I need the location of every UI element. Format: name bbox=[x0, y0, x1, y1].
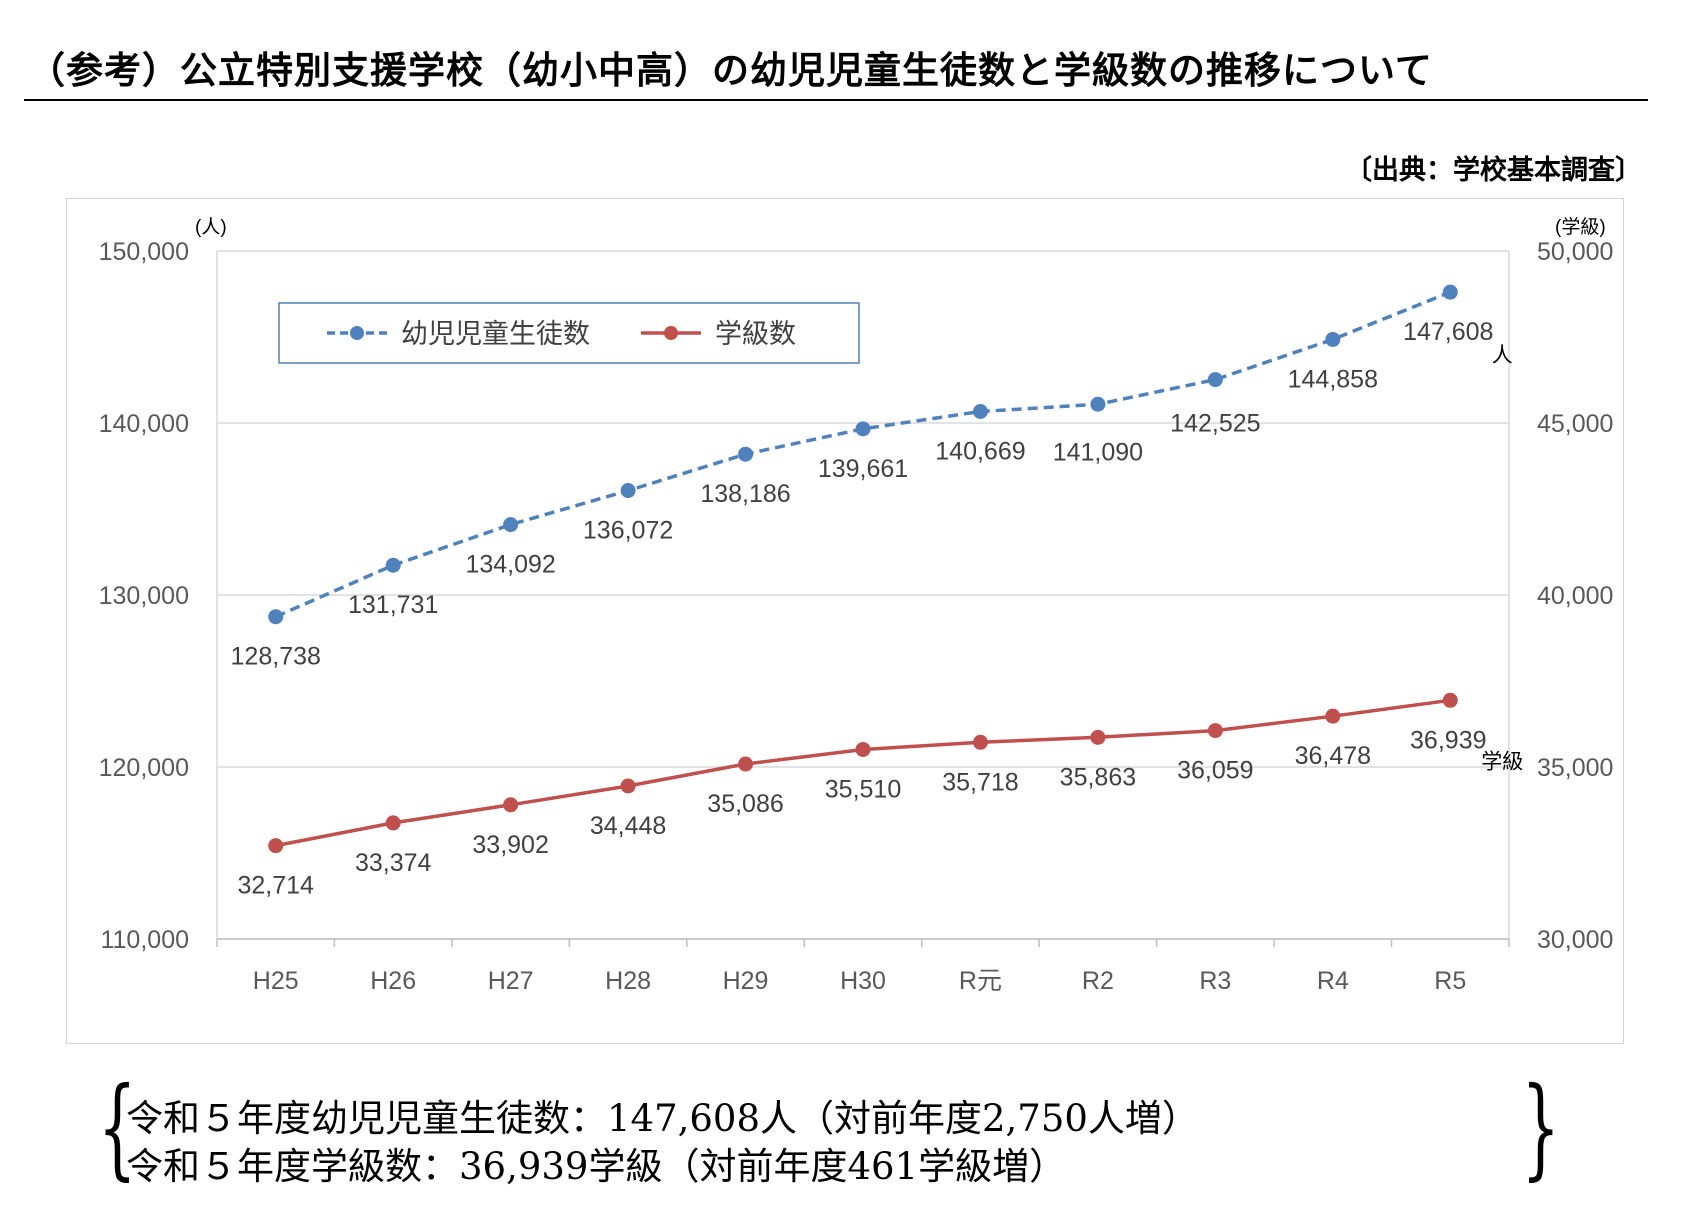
data-label: 34,448 bbox=[590, 812, 666, 840]
x-tick-label: H29 bbox=[723, 967, 769, 995]
data-label: 136,072 bbox=[583, 517, 673, 545]
data-point bbox=[1442, 692, 1458, 708]
summary-students: 令和５年度幼児児童生徒数：147,608人（対前年度2,750人増） bbox=[126, 1097, 1199, 1140]
data-label: 142,525 bbox=[1170, 410, 1260, 438]
data-label: 139,661 bbox=[818, 455, 908, 483]
y-right-tick-label: 35,000 bbox=[1537, 754, 1613, 782]
y-right-unit: (学級) bbox=[1555, 216, 1606, 238]
data-point bbox=[738, 446, 754, 462]
y-left-tick-label: 150,000 bbox=[99, 238, 189, 266]
legend-label: 学級数 bbox=[715, 319, 796, 350]
data-label: 36,478 bbox=[1295, 742, 1371, 770]
data-label: 128,738 bbox=[231, 643, 321, 671]
data-label: 33,374 bbox=[355, 849, 432, 877]
data-point bbox=[972, 734, 988, 750]
legend-box bbox=[278, 302, 860, 364]
x-tick-label: H26 bbox=[370, 967, 416, 995]
x-tick-label: H27 bbox=[488, 967, 534, 995]
right-brace: } bbox=[1521, 1063, 1561, 1191]
source-note: 〔出典：学校基本調査〕 bbox=[1345, 155, 1642, 186]
end-unit-label: 人 bbox=[1492, 344, 1513, 367]
chart-area: 110,000 120,000 130,000 140,000 150,000 30,00… bbox=[66, 198, 1624, 1044]
data-label: 131,731 bbox=[348, 591, 438, 619]
data-label: 35,863 bbox=[1060, 763, 1136, 791]
data-point bbox=[738, 756, 754, 772]
data-point bbox=[1090, 729, 1106, 745]
x-tick-label: H25 bbox=[253, 967, 299, 995]
y-left-tick-label: 110,000 bbox=[100, 926, 189, 954]
y-right-tick-label: 40,000 bbox=[1537, 582, 1613, 610]
x-tick-label: H30 bbox=[840, 967, 886, 995]
legend-label: 幼児児童生徒数 bbox=[401, 319, 590, 350]
data-point bbox=[855, 741, 871, 757]
data-label: 138,186 bbox=[700, 480, 790, 508]
data-point bbox=[268, 609, 284, 625]
data-point bbox=[1090, 396, 1106, 412]
data-label: 36,939 bbox=[1410, 726, 1486, 754]
series-line-2 bbox=[275, 698, 1451, 848]
data-label: 32,714 bbox=[237, 872, 314, 900]
y-left-tick-label: 120,000 bbox=[99, 754, 189, 782]
left-brace: { bbox=[98, 1063, 137, 1191]
data-label: 35,510 bbox=[825, 775, 901, 803]
end-unit-label: 学級 bbox=[1481, 750, 1523, 773]
data-point bbox=[855, 421, 871, 437]
line-chart: 110,000 120,000 130,000 140,000 150,000 30,00… bbox=[99, 216, 1614, 995]
summary-classes: 令和５年度学級数：36,939学級（対前年度461学級増） bbox=[126, 1145, 1067, 1188]
data-point bbox=[1207, 372, 1223, 388]
data-point bbox=[385, 557, 401, 573]
y-left-tick-label: 130,000 bbox=[99, 582, 189, 610]
summary-box: { 令和５年度幼児児童生徒数：147,608人（対前年度2,750人増） 令和５… bbox=[98, 1072, 1560, 1196]
y-left-unit: (人) bbox=[195, 216, 227, 238]
title-underline bbox=[24, 99, 1648, 101]
data-point bbox=[503, 797, 519, 813]
data-point bbox=[972, 403, 988, 419]
y-right-tick-label: 45,000 bbox=[1537, 410, 1613, 438]
data-point bbox=[268, 838, 284, 854]
y-right-tick-label: 30,000 bbox=[1537, 926, 1613, 954]
data-point bbox=[620, 778, 636, 794]
legend-marker bbox=[664, 326, 678, 340]
y-right-tick-label: 50,000 bbox=[1537, 238, 1613, 266]
data-label: 140,669 bbox=[935, 437, 1025, 465]
data-point bbox=[1207, 723, 1223, 739]
x-tick-label: R4 bbox=[1317, 967, 1349, 995]
data-point bbox=[1325, 708, 1341, 724]
page-title: （参考）公立特別支援学校（幼小中高）の幼児児童生徒数と学級数の推移について bbox=[28, 49, 1433, 92]
legend-marker bbox=[350, 326, 364, 340]
x-tick-label: H28 bbox=[605, 967, 651, 995]
data-point bbox=[385, 815, 401, 831]
data-label: 144,858 bbox=[1288, 365, 1378, 393]
data-label: 147,608 bbox=[1403, 318, 1493, 346]
x-tick-label: R2 bbox=[1082, 967, 1114, 995]
data-label: 35,086 bbox=[707, 790, 783, 818]
y-left-tick-label: 140,000 bbox=[99, 410, 189, 438]
data-point bbox=[1442, 284, 1458, 300]
data-point bbox=[1325, 331, 1341, 347]
x-tick-label: R5 bbox=[1434, 967, 1466, 995]
data-label: 35,718 bbox=[942, 768, 1018, 796]
data-label: 141,090 bbox=[1053, 438, 1143, 466]
data-point bbox=[503, 517, 519, 533]
data-point bbox=[620, 483, 636, 499]
data-label: 36,059 bbox=[1177, 757, 1253, 785]
x-tick-label: R元 bbox=[959, 967, 1002, 995]
data-label: 33,902 bbox=[472, 831, 548, 859]
data-label: 134,092 bbox=[465, 551, 555, 579]
x-tick-label: R3 bbox=[1199, 967, 1231, 995]
